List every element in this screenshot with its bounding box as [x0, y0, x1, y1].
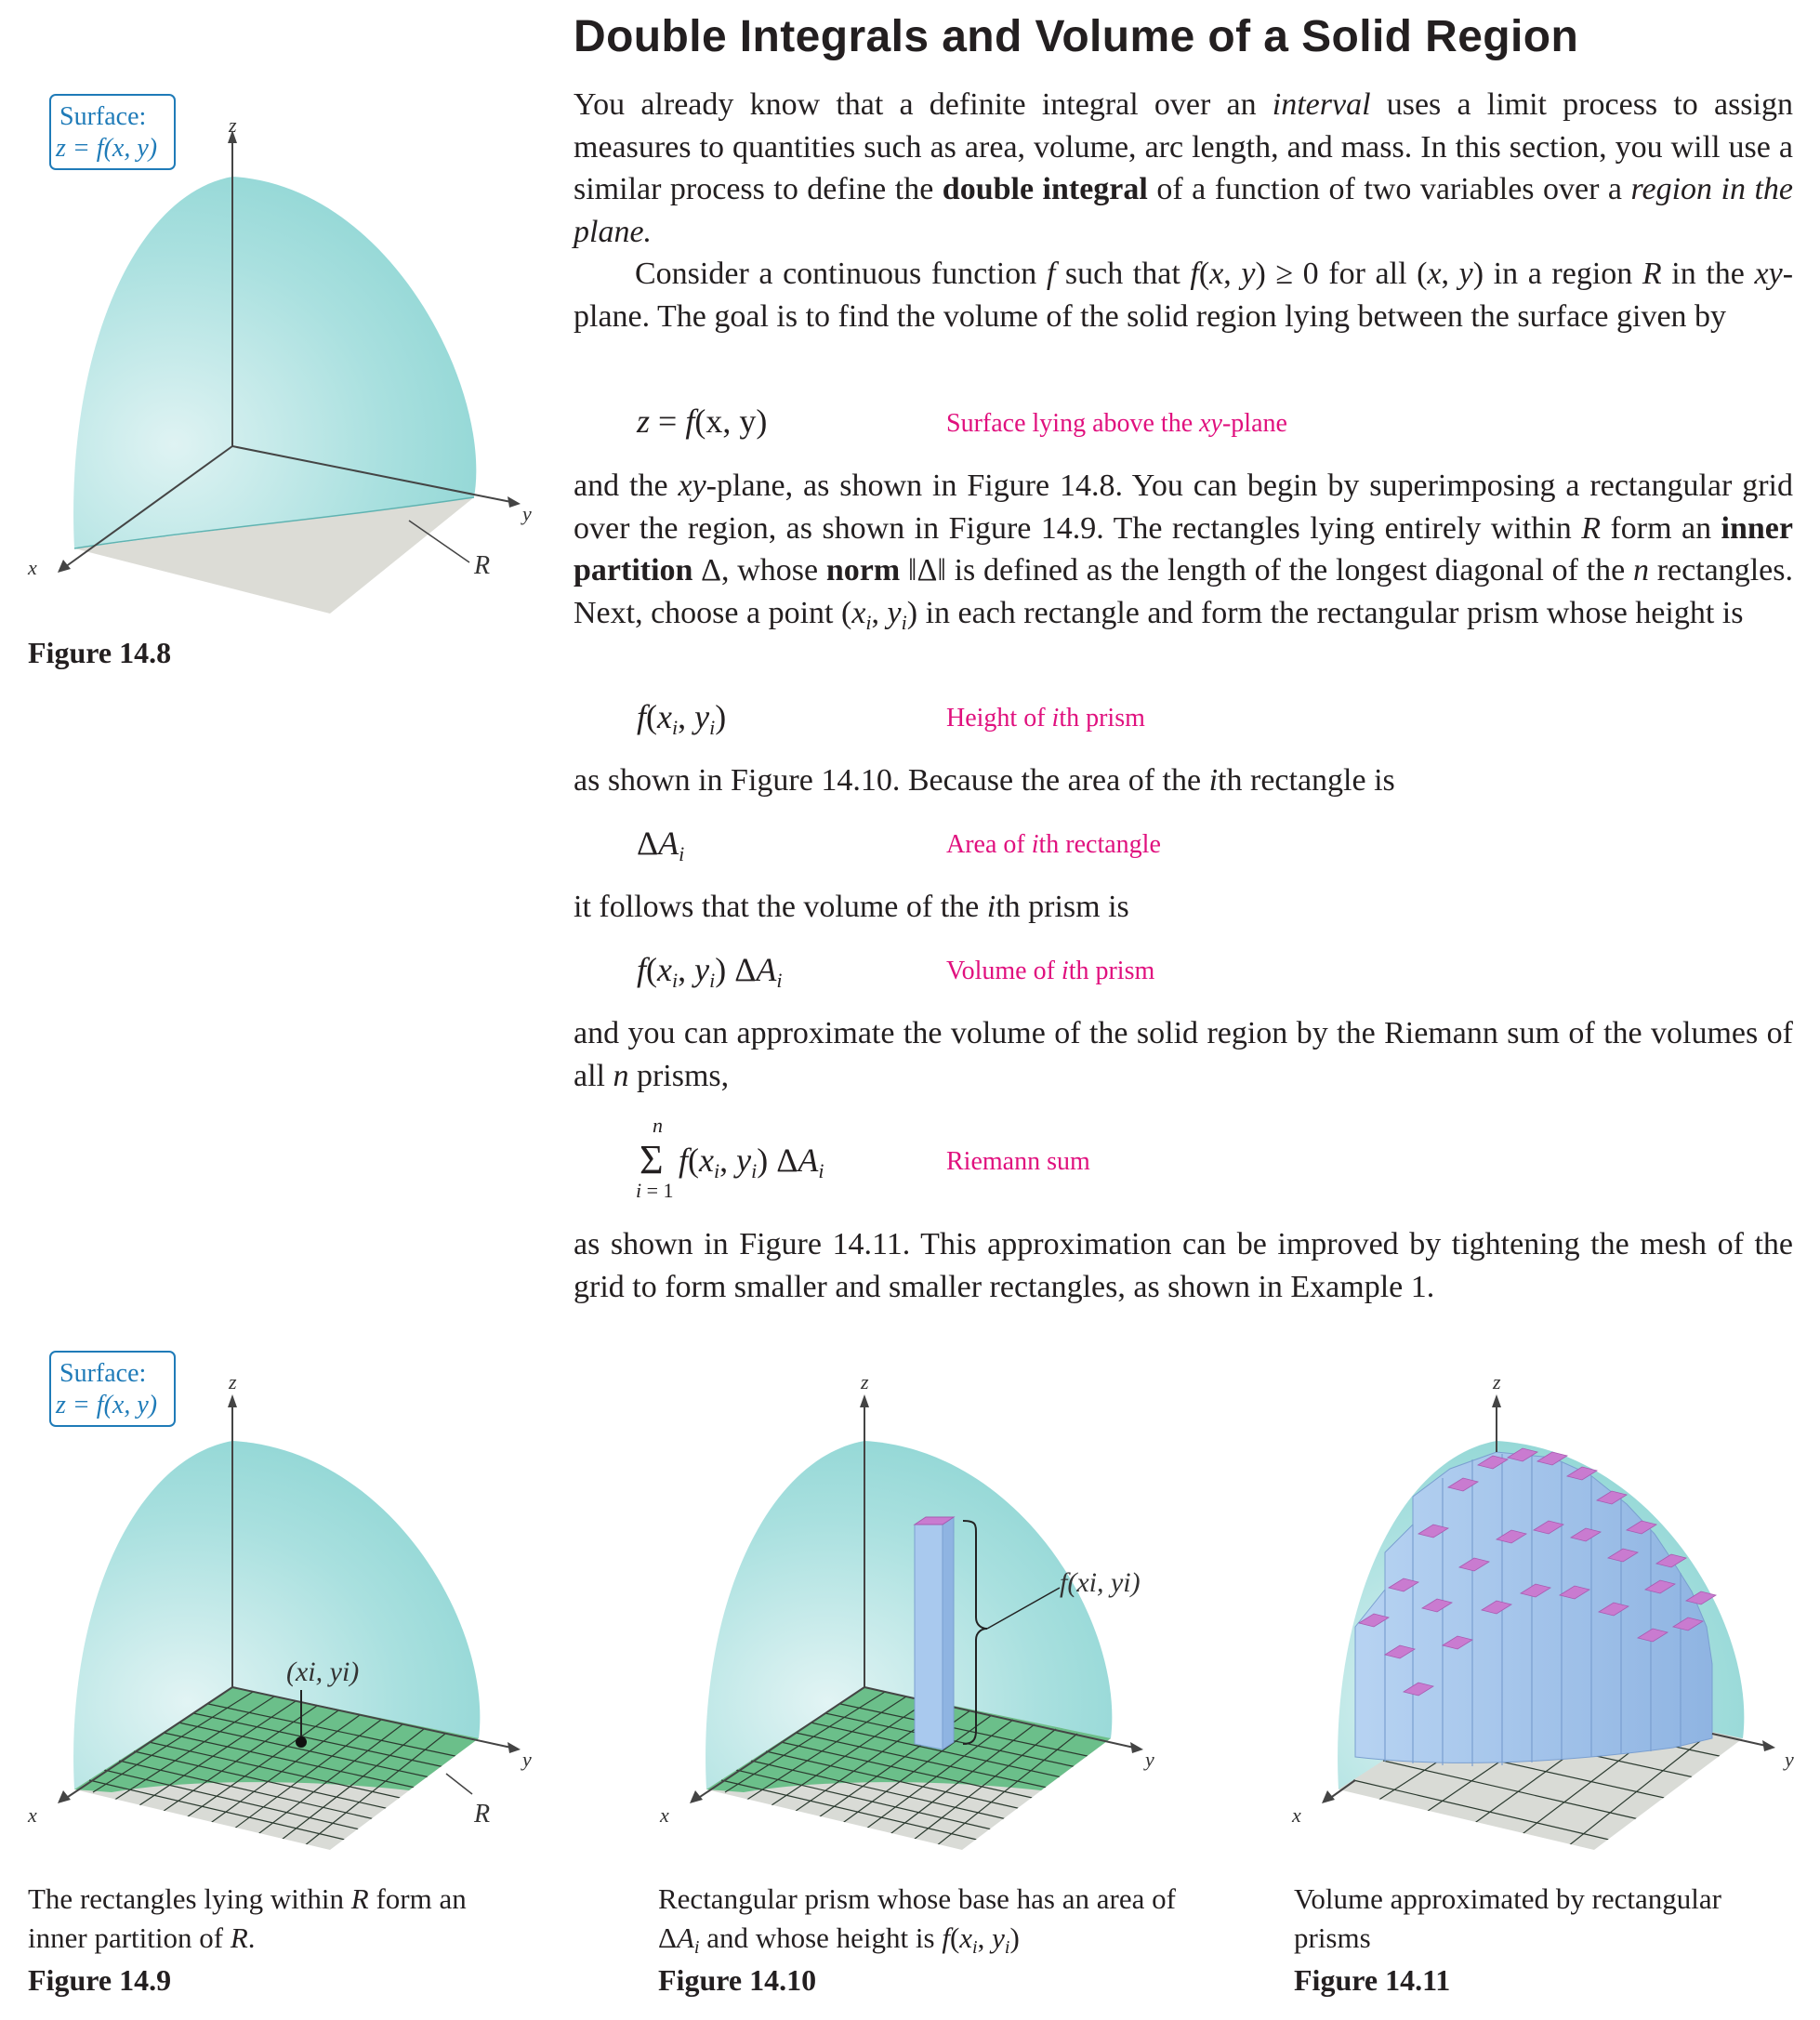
axis-label-x: x [27, 556, 37, 579]
point-label: (xi, yi) [286, 1657, 359, 1687]
note-area: Area of ith rectangle [946, 830, 1161, 859]
prism-mass [1354, 1451, 1713, 1763]
svg-text:Surface:: Surface: [59, 102, 146, 131]
x-axis [1328, 1779, 1356, 1800]
figure-14-8-label: Figure 14.8 [28, 636, 172, 669]
y-axis [231, 1686, 512, 1749]
x-axis [696, 1686, 865, 1800]
axis-label-x: x [659, 1803, 669, 1827]
paragraph-area: as shown in Figure 14.10. Because the ar… [574, 763, 1395, 798]
axis-label-y: y [521, 1748, 532, 1771]
surface-box-148: Surface: z = f(x, y) [49, 94, 176, 170]
figure-14-9-label: Figure 14.9 [28, 1963, 172, 1997]
x-axis [64, 1686, 233, 1800]
figure-14-9-graphic: (xi, yi) z y x R [27, 1370, 532, 1850]
axis-label-y: y [1783, 1748, 1794, 1771]
surface-shape [73, 177, 477, 548]
paragraph-consider: Consider a continuous function f such th… [574, 257, 1794, 334]
figure-14-11-caption: Volume approximated by rectangular prism… [1294, 1882, 1721, 1954]
paragraph-riemann: and you can approximate the volume of th… [574, 1016, 1793, 1093]
axis-label-y: y [1143, 1748, 1154, 1771]
figure-14-8-graphic: z y x R [27, 113, 532, 614]
section-heading: Double Integrals and Volume of a Solid R… [574, 12, 1579, 61]
paragraph-mesh: as shown in Figure 14.11. This approxima… [574, 1227, 1793, 1304]
equation-riemann: f(xi, yi) ΔAi [679, 1142, 824, 1182]
note-volume: Volume of ith prism [946, 957, 1155, 985]
axis-label-y: y [521, 502, 532, 525]
y-axis [231, 445, 512, 503]
equation-height: f(xi, yi) [637, 698, 727, 739]
svg-text:z = f(x, y): z = f(x, y) [55, 1391, 157, 1419]
figure-14-10-label: Figure 14.10 [658, 1963, 817, 1997]
surface-shape [73, 1441, 481, 1789]
paragraph-partition: and the xy-plane, as shown in Figure 14.… [574, 469, 1793, 634]
x-axis [64, 445, 233, 568]
height-label: f(xi, yi) [1060, 1567, 1141, 1598]
figure-14-10-caption: Rectangular prism whose base has an area… [658, 1882, 1176, 1958]
prism-side-front [914, 1524, 943, 1750]
svg-text:z = f(x, y): z = f(x, y) [55, 134, 157, 163]
region-base [74, 497, 474, 614]
axis-label-z: z [228, 1370, 237, 1393]
axis-label-z: z [1492, 1370, 1501, 1393]
region-label: R [473, 551, 490, 580]
note-height: Height of ith prism [946, 704, 1145, 733]
figure-14-10-graphic: f(xi, yi) z y x [659, 1370, 1154, 1850]
prism-top [913, 1516, 956, 1525]
figure-14-9-caption: The rectangles lying within R form an in… [28, 1882, 467, 1954]
note-surface: Surface lying above the xy-plane [946, 409, 1287, 438]
note-riemann: Riemann sum [946, 1147, 1090, 1176]
sample-point [296, 1736, 307, 1748]
axis-label-z: z [860, 1370, 869, 1393]
surface-shape [706, 1441, 1113, 1789]
axis-label-x: x [27, 1803, 37, 1827]
surface-box-149: Surface: z = f(x, y) [49, 1351, 176, 1427]
axis-label-x: x [1291, 1803, 1301, 1827]
equation-riemann-sigma: n Σ i = 1 [636, 1114, 674, 1202]
svg-text:Surface:: Surface: [59, 1359, 146, 1388]
figure-14-11-graphic: z y x [1291, 1370, 1794, 1850]
figure-14-11-label: Figure 14.11 [1294, 1963, 1451, 1997]
equation-area: ΔAi [637, 825, 685, 865]
prism-side-right [942, 1516, 955, 1750]
paragraph-volume: it follows that the volume of the ith pr… [574, 890, 1129, 924]
axis-label-z: z [228, 113, 237, 137]
y-axis [864, 1686, 1135, 1749]
y-axis [1711, 1733, 1767, 1747]
equation-surface: z = f(x, y) [637, 403, 768, 440]
equation-volume: f(xi, yi) ΔAi [637, 951, 783, 992]
paragraph-intro: You already know that a definite integra… [574, 87, 1793, 249]
region-label: R [473, 1800, 490, 1829]
